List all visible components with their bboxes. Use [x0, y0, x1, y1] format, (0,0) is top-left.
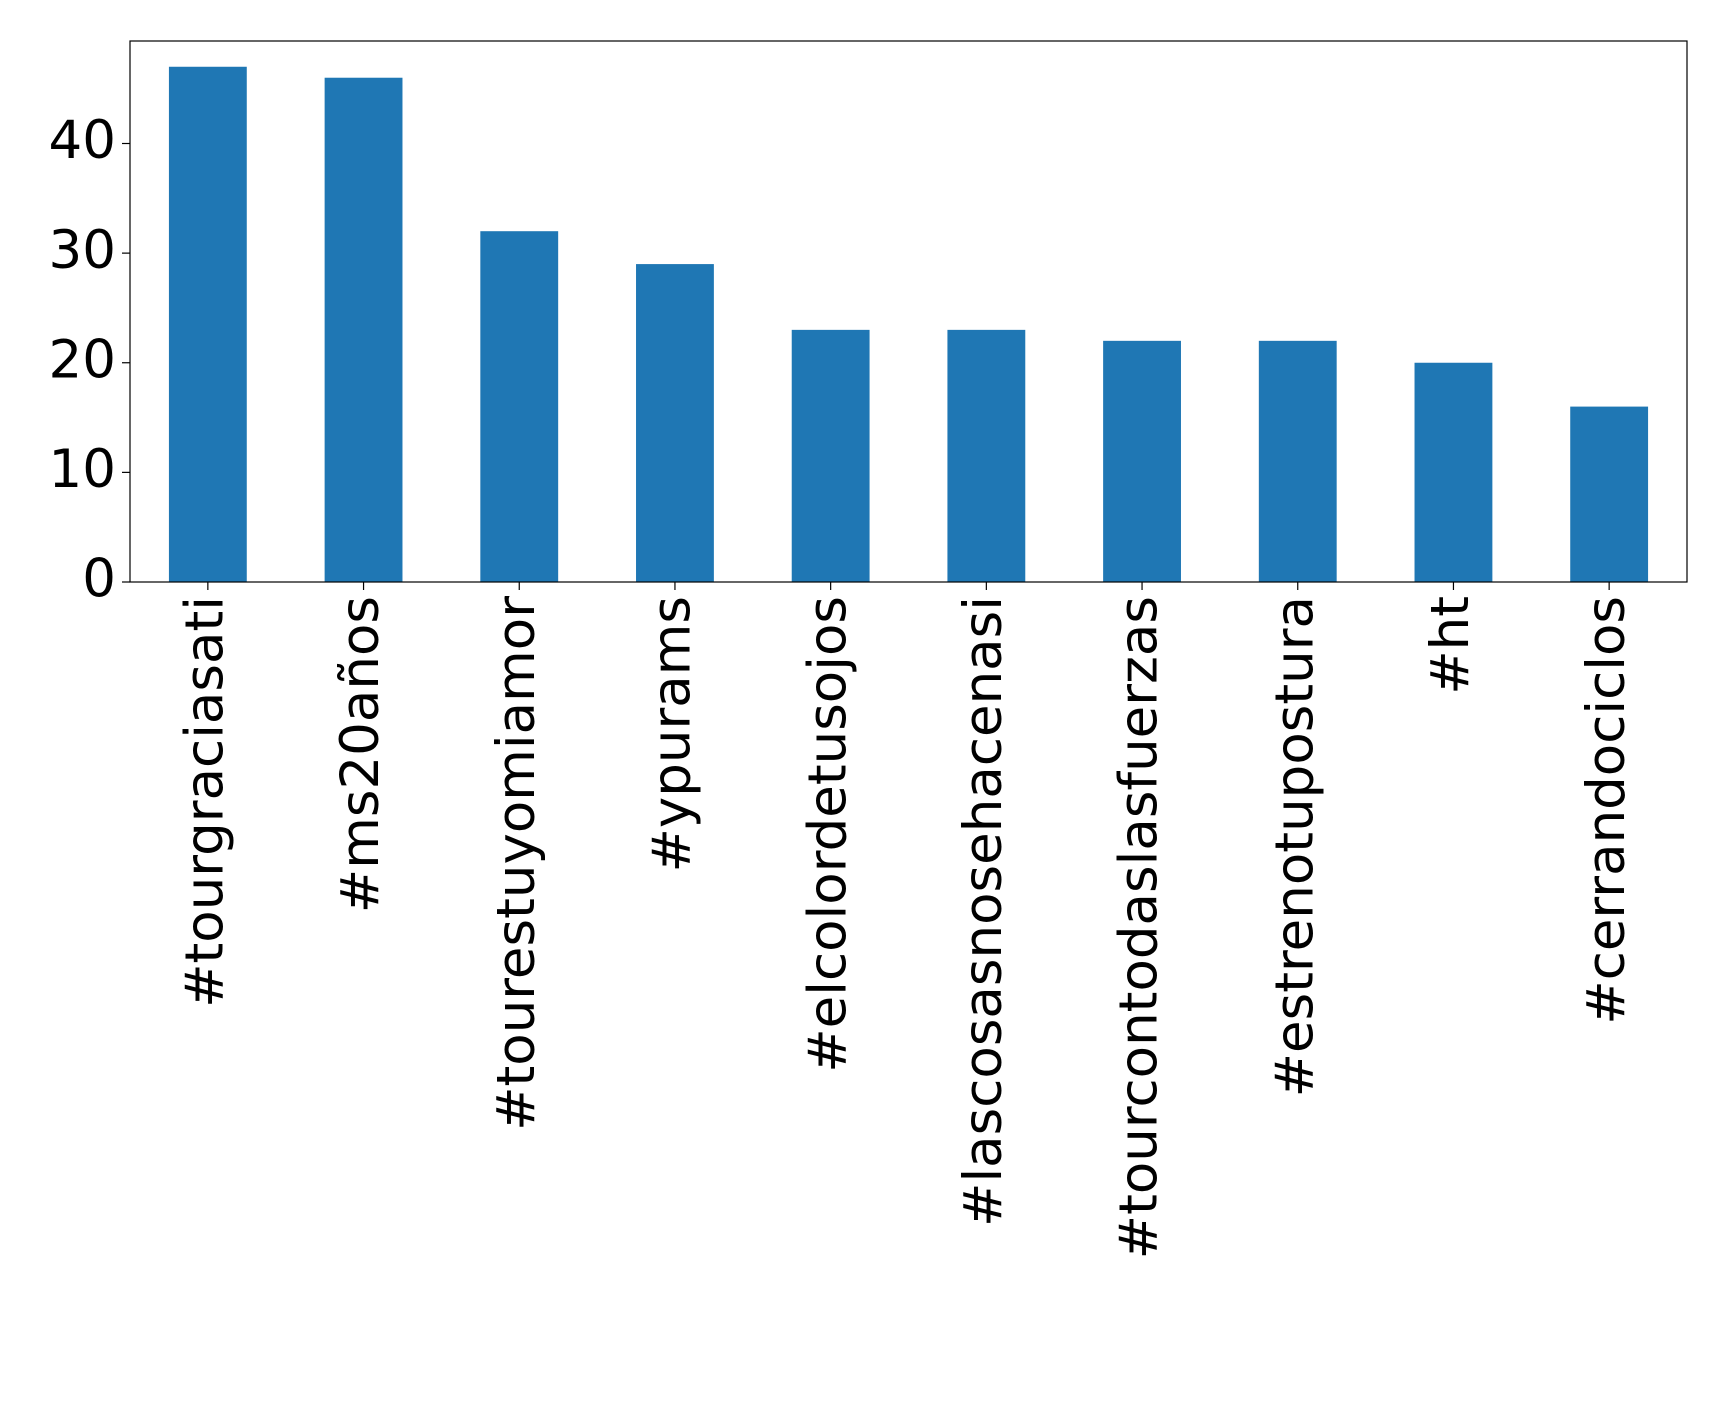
x-tick-label: #elcolordetusojos: [797, 596, 858, 1073]
y-tick-label: 10: [49, 439, 116, 500]
x-tick-label: #ypurams: [642, 596, 703, 873]
y-tick-label: 20: [49, 329, 116, 390]
plot-frame: [129, 40, 1688, 583]
bar: [947, 329, 1026, 582]
x-tick-label: #ms20años: [330, 596, 391, 913]
bar: [1414, 362, 1493, 582]
y-tick-label: 30: [49, 220, 116, 281]
bar: [636, 264, 714, 582]
bar: [1570, 406, 1649, 582]
y-tick-label: 40: [49, 110, 116, 171]
x-tick-label: #estrenotupostura: [1264, 596, 1325, 1097]
x-tick-label: #ht: [1420, 596, 1481, 695]
bar: [480, 231, 559, 583]
x-tick-label: #cerrandociclos: [1576, 596, 1637, 1025]
x-tick-label: #tourgraciasati: [174, 596, 235, 1008]
x-tick-label: #tourcontodaslasfuerzas: [1109, 596, 1170, 1259]
bar: [168, 66, 247, 582]
bar: [324, 77, 403, 582]
x-tick-label: #lascosasnosehacenasi: [953, 596, 1014, 1227]
x-tick-label: #tourestuyomiamor: [486, 596, 547, 1131]
bar: [1258, 340, 1337, 582]
bar: [1103, 340, 1181, 582]
bar: [791, 329, 870, 582]
y-tick-label: 0: [82, 549, 116, 610]
